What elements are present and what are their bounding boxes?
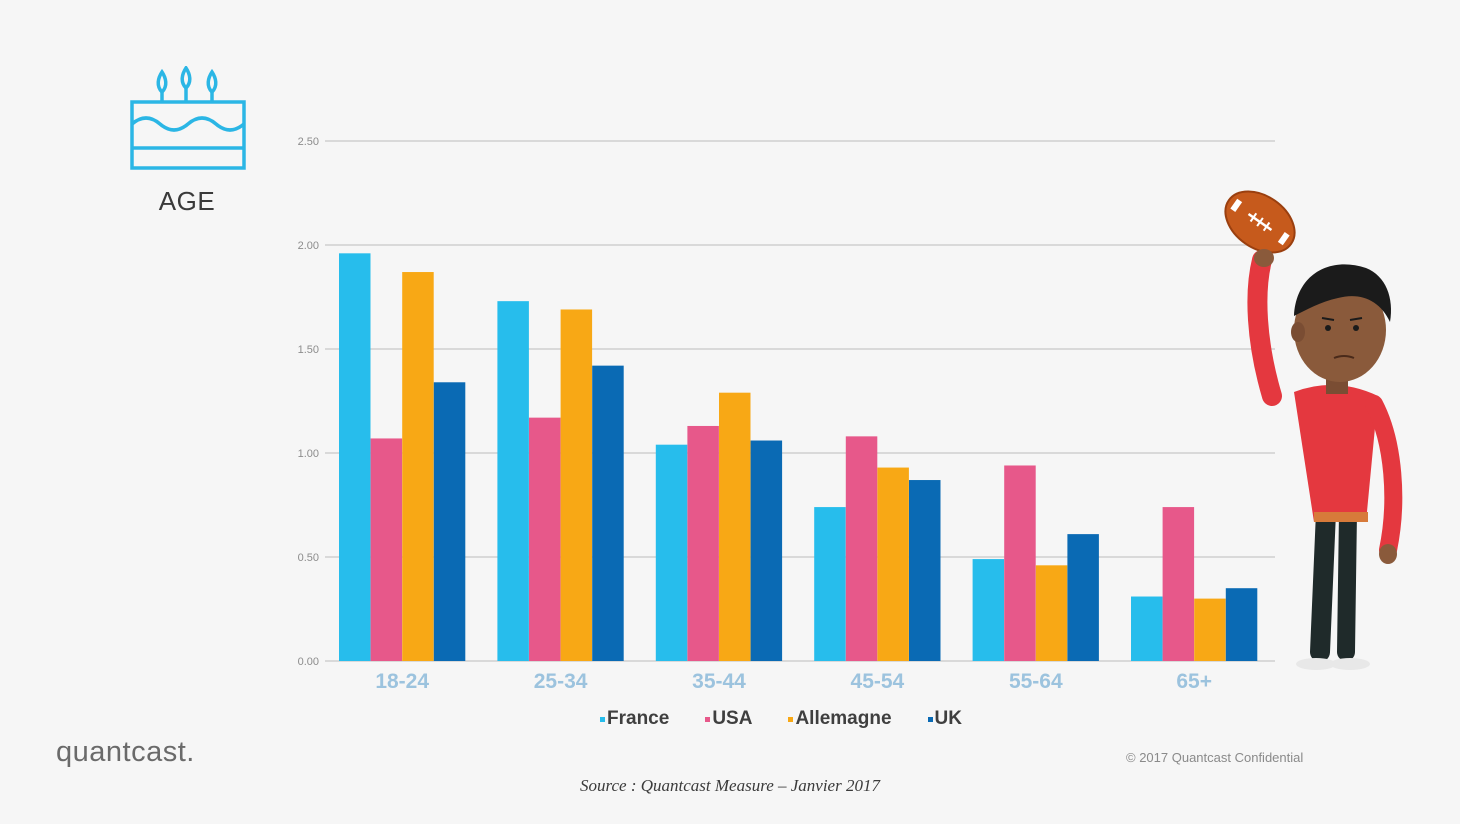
legend-label-usa: USA <box>712 708 753 729</box>
legend-swatch-usa <box>705 716 711 722</box>
bar-uk-25-34 <box>592 365 624 661</box>
legend-swatch-france <box>600 716 605 722</box>
legend-label-uk: UK <box>934 708 962 729</box>
bar-allemagne-45-54 <box>877 467 909 661</box>
bar-uk-45-54 <box>909 480 941 661</box>
bar-allemagne-55-64 <box>1035 565 1068 661</box>
x-category-label: 35-44 <box>692 670 746 693</box>
bars <box>339 253 1258 661</box>
bar-usa-55-64 <box>1004 465 1036 661</box>
copyright-note: © 2017 Quantcast Confidential <box>1126 750 1304 765</box>
legend-item-allemagne: Allemagne <box>788 708 892 730</box>
bar-uk-35-44 <box>750 440 783 661</box>
bar-usa-35-44 <box>687 425 719 661</box>
legend: France USA Allemagne UK <box>600 708 962 730</box>
y-tick-label: 0.00 <box>298 656 319 668</box>
bar-usa-65+ <box>1162 507 1195 661</box>
bar-france-45-54 <box>814 507 846 661</box>
birthday-cake-icon <box>130 66 246 170</box>
x-category-label: 65+ <box>1176 670 1212 693</box>
bar-usa-45-54 <box>845 436 878 661</box>
x-category-label: 45-54 <box>851 670 905 693</box>
x-category-label: 18-24 <box>375 670 429 693</box>
age-label: AGE <box>158 186 216 216</box>
legend-item-france: France <box>600 708 669 730</box>
bar-allemagne-65+ <box>1194 598 1226 661</box>
y-tick-label: 1.50 <box>298 344 319 356</box>
bar-usa-18-24 <box>370 438 403 661</box>
legend-item-usa: USA <box>705 708 752 730</box>
x-category-label: 25-34 <box>534 670 588 693</box>
y-tick-label: 2.50 <box>298 136 319 148</box>
bar-allemagne-35-44 <box>719 392 751 661</box>
bar-uk-65+ <box>1225 588 1258 661</box>
bar-france-25-34 <box>497 301 529 661</box>
grid-lines <box>325 140 1275 662</box>
bar-france-55-64 <box>972 559 1005 661</box>
legend-swatch-uk <box>927 716 933 722</box>
bar-uk-55-64 <box>1067 534 1099 661</box>
x-category-label: 55-64 <box>1009 670 1063 693</box>
axis-labels: 2.50 2.00 1.50 1.00 0.50 0.00 18-24 25-34 35-44 4… <box>298 136 1212 693</box>
legend-label-france: France <box>607 708 670 729</box>
bar-allemagne-25-34 <box>560 309 593 661</box>
y-tick-label: 0.50 <box>298 552 319 564</box>
legend-item-uk: UK <box>927 708 962 730</box>
bar-usa-25-34 <box>529 417 561 661</box>
man-holding-football-illustration <box>1224 190 1403 670</box>
quantcast-logo: quantcast. <box>56 736 195 768</box>
legend-label-allemagne: Allemagne <box>795 708 892 729</box>
bar-france-35-44 <box>655 444 688 661</box>
bar-allemagne-18-24 <box>402 272 434 661</box>
source-note: Source : Quantcast Measure – Janvier 201… <box>580 776 880 795</box>
bar-france-18-24 <box>339 253 371 661</box>
y-tick-label: 1.00 <box>298 448 319 460</box>
y-tick-label: 2.00 <box>298 240 319 252</box>
bar-france-65+ <box>1131 596 1163 661</box>
legend-swatch-allemagne <box>788 716 794 722</box>
bar-uk-18-24 <box>433 382 466 661</box>
